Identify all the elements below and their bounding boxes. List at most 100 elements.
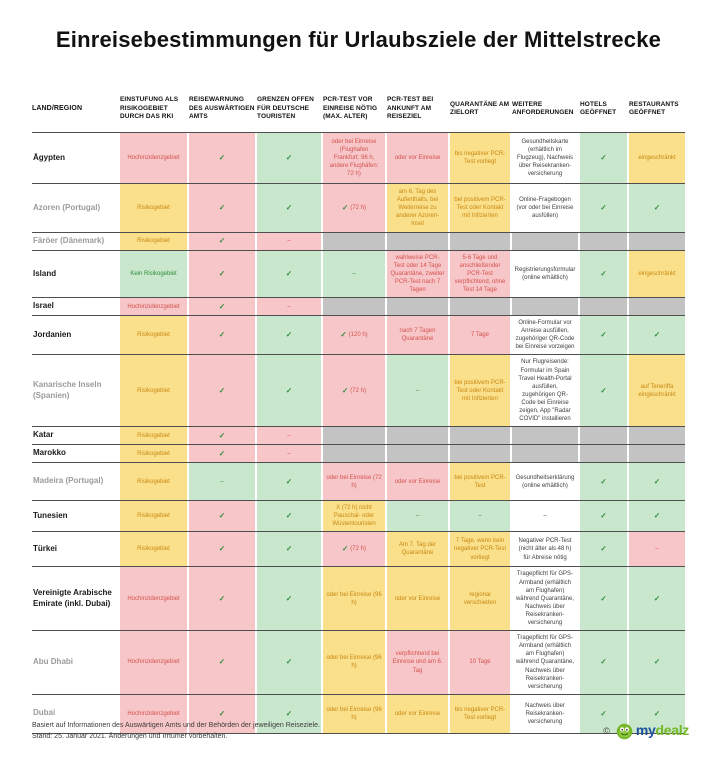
checkmark-icon: ✓ — [218, 268, 226, 278]
land-cell: Färöer (Dänemark) — [32, 233, 118, 250]
cell-text: Kein Risikogebiet — [130, 270, 177, 277]
cell-weitere: Gesundheitserklärung (online erhältlich) — [512, 463, 578, 501]
checkmark-icon: ✓ — [218, 593, 226, 603]
column-header-pcr-ankunft: PCR-TEST BEI ANKUNFT AM REISEZIEL — [387, 96, 434, 121]
cell-text: Gesundheitserklärung (online erhältlich) — [515, 474, 575, 489]
cell-restaurants — [629, 427, 685, 445]
cell-weitere: Tragepflicht für GPS-Armband (erhältlich… — [512, 631, 578, 694]
cell-quarantaene: 5-6 Tage und anschließender PCR-Test ver… — [450, 250, 510, 298]
cell-pcr-ankunft: Am 7. Tag der Quarantäne — [387, 532, 448, 567]
cell-text: Am 7. Tag der Quarantäne — [398, 542, 437, 557]
cell-quarantaene — [450, 233, 510, 250]
cell-hotels: ✓ — [580, 631, 627, 694]
footer: Basiert auf Informationen des Auswärtige… — [32, 720, 689, 742]
cell-einstufung-rki: Risikogebiet — [120, 445, 187, 463]
column-header-grenzen-offen: GRENZEN OFFEN FÜR DEUTSCHE TOURISTEN — [257, 96, 314, 121]
cell-text: nach 7 Tagen Quarantäne — [399, 328, 436, 343]
land-cell: Dubai — [32, 694, 118, 733]
cell-grenzen-offen: – — [257, 298, 321, 316]
cell-hotels — [580, 445, 627, 463]
checkmark-icon: ✓ — [218, 236, 226, 246]
cell-pcr-ankunft: – — [387, 501, 448, 532]
table-row: Ägypten Hochinzidenzgebiet ✓ ✓ oder bei Einr… — [32, 132, 685, 183]
checkmark-icon: ✓ — [285, 268, 293, 278]
cell-restaurants: ✓ — [629, 631, 685, 694]
checkmark-icon: ✓ — [600, 657, 607, 667]
checkmark-icon: ✓ — [600, 476, 607, 486]
checkmark-icon: ✓ — [285, 511, 293, 521]
cell-hotels — [580, 298, 627, 316]
land-cell: Abu Dhabi — [32, 631, 118, 694]
date-note: Stand: 25. Januar 2021. Änderungen und I… — [32, 733, 228, 741]
cell-grenzen-offen: ✓ — [257, 184, 321, 232]
table-row: Tunesien Risikogebiet ✓ ✓ X (72 h) nicht Pau… — [32, 500, 685, 532]
cell-grenzen-offen: ✓ — [257, 631, 321, 694]
cell-einstufung-rki: Risikogebiet — [120, 233, 187, 250]
cell-pcr-ankunft: – — [387, 355, 448, 427]
cell-einstufung-rki: Kein Risikogebiet — [120, 250, 187, 298]
checkmark-icon: ✓ — [653, 330, 661, 340]
cell-text: – — [352, 270, 356, 277]
checkmark-icon: ✓ — [653, 593, 661, 603]
cell-quarantaene: 10 Tage — [450, 631, 510, 694]
land-cell: Katar — [32, 427, 118, 445]
cell-pcr-vor-einreise: ✓ (72 h) — [323, 355, 385, 427]
cell-einstufung-rki: Risikogebiet — [120, 427, 187, 445]
cell-pcr-vor-einreise: ✓ (72 h) — [323, 184, 385, 232]
cell-reisewarnung: ✓ — [189, 184, 255, 232]
table-row: Vereinigte Arabische Emirate (inkl. Duba… — [32, 566, 685, 631]
cell-text: – — [287, 238, 291, 245]
cell-weitere: Gesundheitskarte (erhältlich im Flugzeug… — [512, 133, 578, 183]
cell-text: Gesundheitskarte (erhältlich im Flugzeug… — [516, 138, 574, 178]
cell-text: oder vor Einreise — [394, 154, 441, 161]
cell-pcr-ankunft — [387, 298, 448, 316]
cell-text: Risikogebiet — [137, 238, 170, 245]
checkmark-icon: ✓ — [653, 708, 661, 718]
cell-text: bei positivem PCR-Test oder Kontakt mit … — [454, 379, 506, 402]
cell-weitere — [512, 298, 578, 316]
checkmark-icon: ✓ — [653, 202, 661, 212]
logo-text-my: my — [635, 722, 656, 739]
cell-text: auf Teneriffa eingeschränkt — [638, 383, 676, 398]
cell-text: Hochinzidenzgebiet — [127, 595, 180, 602]
cell-text: oder bei Einreise (72 h) — [326, 474, 382, 489]
checkmark-icon: ✓ — [600, 385, 607, 395]
checkmark-icon: ✓ — [218, 202, 226, 212]
cell-grenzen-offen: ✓ — [257, 250, 321, 298]
cell-text: – — [655, 546, 659, 553]
cell-text: bis negativer PCR-Test vorliegt — [454, 150, 506, 165]
checkmark-icon: ✓ — [600, 511, 607, 521]
cell-text: Hochinzidenzgebiet — [127, 154, 180, 161]
cell-restaurants — [629, 445, 685, 463]
land-cell: Ägypten — [32, 133, 118, 183]
cell-text: – — [543, 513, 547, 520]
cell-text: – — [220, 478, 224, 485]
cell-quarantaene — [450, 445, 510, 463]
cell-text: Online-Fragebogen (vor oder bei Einreise… — [516, 196, 574, 220]
cell-quarantaene — [450, 298, 510, 316]
cell-pcr-vor-einreise — [323, 445, 385, 463]
cell-text: – — [478, 513, 482, 520]
cell-pcr-ankunft: oder vor Einreise — [387, 694, 448, 733]
checkmark-icon: ✓ — [653, 476, 661, 486]
checkmark-icon: ✓ — [218, 511, 226, 521]
land-cell: Tunesien — [32, 501, 118, 532]
cell-einstufung-rki: Risikogebiet — [120, 463, 187, 501]
checkmark-icon: ✓ — [218, 330, 226, 340]
table-row: Azoren (Portugal) Risikogebiet ✓ ✓ ✓ (72 h) am… — [32, 183, 685, 232]
cell-text: oder vor Einreise — [394, 595, 441, 602]
column-header-hotels: HOTELS GEÖFFNET — [580, 100, 617, 116]
cell-grenzen-offen: ✓ — [257, 501, 321, 532]
cell-grenzen-offen: – — [257, 233, 321, 250]
cell-restaurants: ✓ — [629, 184, 685, 232]
checkmark-icon: ✓ — [218, 708, 226, 718]
cell-weitere: Registrierungsformular (online erhältlic… — [512, 250, 578, 298]
checkmark-icon: ✓ — [600, 708, 607, 718]
checkmark-icon: ✓ — [600, 330, 607, 340]
cell-text: oder vor Einreise — [394, 710, 441, 717]
cell-reisewarnung: ✓ — [189, 532, 255, 567]
cell-reisewarnung: ✓ — [189, 355, 255, 427]
cell-quarantaene: regional verschieden — [450, 567, 510, 631]
checkmark-icon: ✓ — [218, 301, 226, 311]
cell-reisewarnung: ✓ — [189, 250, 255, 298]
